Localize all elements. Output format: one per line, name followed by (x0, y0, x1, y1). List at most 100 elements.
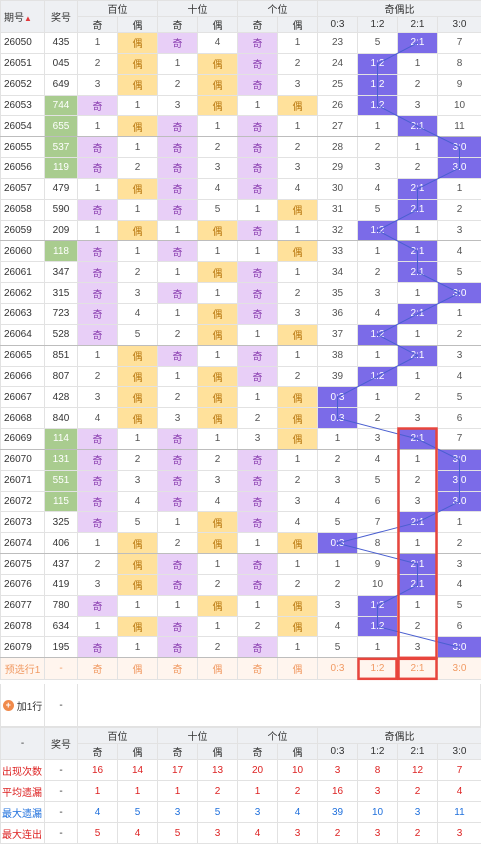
stats-value: 3 (437, 822, 481, 844)
period-header[interactable]: 期号▲ (0, 0, 45, 33)
odd-marker: 奇 (157, 240, 198, 263)
odd-marker: 奇 (77, 94, 118, 117)
stats-rows: 出现次数 -16 14 17 13 20 10 3 8 12 7 平均遗漏 -1 1 1 2 1 2 16 3 2 4 最大… (0, 759, 481, 844)
miss-count: 1 (77, 177, 118, 200)
miss-count: 2 (77, 52, 118, 75)
miss-count: 1 (437, 177, 481, 200)
ratio-marker: 1:2 (357, 73, 398, 96)
stats-dash: - (44, 801, 78, 823)
predict-row[interactable]: 预选行1 - 奇 偶 奇 偶 奇 偶 0:3 1:2 2:1 3:0 (0, 657, 481, 681)
odd-marker: 奇 (157, 32, 198, 54)
odd-marker: 奇 (77, 323, 118, 346)
miss-count: 2 (397, 386, 438, 409)
predict-cell[interactable]: 偶 (117, 657, 158, 681)
stats-value: 13 (197, 759, 238, 781)
even-marker: 偶 (117, 407, 158, 430)
miss-count: 2 (397, 469, 438, 492)
miss-count: 2 (277, 573, 318, 596)
odd-marker: 奇 (237, 469, 278, 492)
miss-count: 4 (357, 177, 398, 200)
ratio-header: 奇偶比 (317, 727, 481, 744)
sub-header: 奇 (77, 743, 118, 760)
ratio-marker: 2:1 (397, 573, 438, 596)
sort-icon[interactable]: ▲ (24, 14, 32, 23)
stats-value: 10 (357, 801, 398, 823)
miss-count: 30 (317, 177, 358, 200)
miss-count: 23 (317, 32, 358, 54)
add-row-button[interactable]: + 加1行 (1, 684, 45, 726)
miss-count: 3 (317, 469, 358, 492)
miss-count: 1 (157, 365, 198, 388)
odd-marker: 奇 (237, 573, 278, 596)
predict-cell[interactable]: 偶 (197, 657, 238, 681)
miss-count: 31 (317, 198, 358, 221)
miss-count: 5 (117, 511, 158, 534)
miss-count: 2 (237, 407, 278, 430)
miss-count: 1 (317, 428, 358, 450)
miss-count: 24 (317, 52, 358, 75)
table-row: 26077 780 奇 1 1 偶 1 偶 3 1:2 1 5 (0, 594, 481, 617)
predict-cell[interactable]: 奇 (157, 657, 198, 681)
predict-cell[interactable]: 偶 (277, 657, 318, 681)
miss-count: 1 (157, 511, 198, 534)
prize-cell: 437 (44, 553, 78, 575)
predict-cell[interactable]: 1:2 (357, 657, 398, 681)
prize-cell: 428 (44, 386, 78, 409)
stats-value: 14 (117, 759, 158, 781)
miss-count: 1 (357, 344, 398, 367)
stats-value: 5 (77, 822, 118, 844)
hundreds-header: 百位 (77, 727, 158, 744)
predict-cell[interactable]: 3:0 (437, 657, 481, 681)
odd-marker: 奇 (77, 469, 118, 492)
prize-cell: 537 (44, 136, 78, 159)
table-row: 26054 655 1 偶奇 1 奇 1 27 1 2:1 11 (0, 115, 481, 138)
sub-header: 奇 (237, 743, 278, 760)
stats-value: 3 (317, 759, 358, 781)
ratio-header: 奇偶比 (317, 0, 481, 17)
predict-cell[interactable]: 0:3 (317, 657, 358, 681)
miss-count: 2 (437, 323, 481, 346)
miss-count: 3 (237, 428, 278, 450)
stats-value: 12 (397, 759, 438, 781)
stats-value: 3 (397, 801, 438, 823)
stats-value: 4 (237, 822, 278, 844)
miss-count: 2 (197, 136, 238, 159)
stats-value: 4 (117, 822, 158, 844)
period-cell: 26053 (0, 94, 45, 117)
ratio-marker: 3:0 (437, 636, 481, 659)
miss-count: 4 (437, 365, 481, 388)
stats-row: 最大连出 -5 4 5 3 4 3 2 3 2 3 (0, 822, 481, 844)
miss-count: 3 (77, 573, 118, 596)
ratio-marker: 3:0 (437, 448, 481, 471)
predict-cell[interactable]: 2:1 (397, 657, 438, 681)
miss-count: 1 (157, 302, 198, 325)
odd-marker: 奇 (157, 636, 198, 659)
even-marker: 偶 (197, 532, 238, 555)
stats-table: - 奖号 百位 十位 个位 奇偶比 奇 偶 奇 偶 奇 偶 0:3 1:2 2:… (0, 727, 481, 844)
sub-header: 1:2 (357, 743, 398, 760)
miss-count: 1 (397, 365, 438, 388)
prize-cell: 406 (44, 532, 78, 555)
miss-count: 2 (117, 448, 158, 471)
predict-cell[interactable]: 奇 (77, 657, 118, 681)
prize-header: 奖号 (44, 727, 78, 760)
predict-cell[interactable]: 奇 (237, 657, 278, 681)
miss-count: 35 (317, 282, 358, 304)
ratio-marker: 3:0 (437, 469, 481, 492)
odd-marker: 奇 (237, 32, 278, 54)
miss-count: 1 (277, 448, 318, 471)
stats-label: 平均遗漏 (0, 780, 45, 802)
odd-marker: 奇 (237, 344, 278, 367)
even-marker: 偶 (117, 573, 158, 596)
even-marker: 偶 (277, 615, 318, 638)
even-marker: 偶 (277, 323, 318, 346)
miss-count: 2 (197, 573, 238, 596)
miss-count: 1 (157, 594, 198, 617)
period-cell: 26070 (0, 448, 45, 471)
miss-count: 2 (157, 532, 198, 555)
miss-count: 1 (277, 553, 318, 575)
miss-count: 3 (397, 490, 438, 513)
period-cell: 26072 (0, 490, 45, 513)
odd-marker: 奇 (237, 157, 278, 179)
predict-cell[interactable]: - (44, 657, 78, 681)
